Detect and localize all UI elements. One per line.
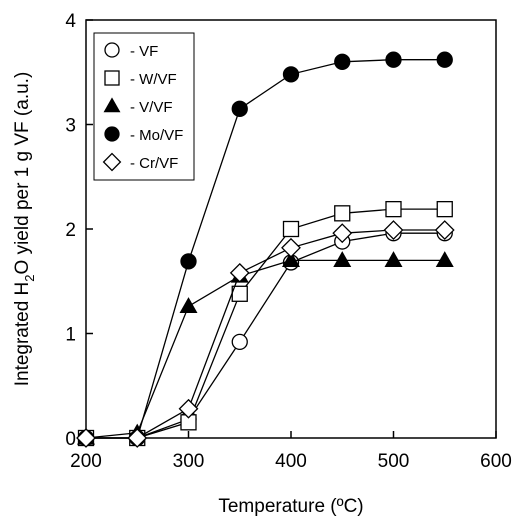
data-point bbox=[229, 262, 250, 283]
data-point bbox=[282, 220, 300, 238]
y-tick-label: 0 bbox=[65, 429, 76, 450]
x-tick-label: 300 bbox=[173, 451, 205, 472]
data-point bbox=[282, 251, 300, 268]
data-point bbox=[231, 100, 248, 117]
legend-label: - Cr/VF bbox=[130, 155, 178, 172]
y-tick-label: 4 bbox=[65, 11, 76, 32]
data-point bbox=[383, 220, 404, 240]
legend-marker bbox=[104, 126, 120, 142]
y-axis-title-main: Integrated H bbox=[12, 282, 33, 387]
series-line bbox=[86, 59, 445, 439]
data-point bbox=[384, 251, 403, 268]
data-point bbox=[435, 251, 454, 268]
data-point bbox=[436, 200, 453, 218]
data-point bbox=[332, 223, 353, 244]
y-tick-label: 2 bbox=[65, 220, 76, 241]
y-tick-label: 3 bbox=[65, 116, 76, 137]
data-point bbox=[76, 428, 96, 448]
legend-label: - VF bbox=[130, 43, 158, 60]
data-point bbox=[281, 237, 301, 258]
data-point bbox=[178, 398, 199, 419]
data-point bbox=[434, 220, 455, 240]
legend-marker bbox=[102, 152, 122, 172]
x-tick-label: 500 bbox=[378, 451, 410, 472]
data-point bbox=[231, 333, 248, 351]
data-point bbox=[179, 297, 198, 313]
legend-label: - V/VF bbox=[130, 99, 173, 116]
data-point bbox=[333, 251, 352, 268]
legend: - VF - W/VF - V/VF - Mo/VF - Cr/VF bbox=[93, 32, 195, 181]
series-layer bbox=[76, 51, 455, 448]
data-point bbox=[436, 51, 453, 68]
series-cr-vf bbox=[76, 220, 455, 448]
x-tick-label: 400 bbox=[275, 451, 307, 472]
legend-label: - W/VF bbox=[130, 71, 177, 88]
data-point bbox=[180, 253, 197, 270]
data-point bbox=[385, 200, 402, 218]
y-axis-ticks: 0 1 2 3 4 bbox=[65, 11, 93, 450]
data-point bbox=[385, 51, 402, 68]
y-axis-title: Integrated H2O yield per 1 g VF (a.u.) bbox=[12, 72, 37, 387]
x-tick-label: 200 bbox=[70, 451, 102, 472]
y-axis-title-rest: O yield per 1 g VF (a.u.) bbox=[12, 72, 33, 275]
legend-label: - Mo/VF bbox=[130, 127, 183, 144]
legend-marker bbox=[104, 42, 120, 58]
data-point bbox=[127, 428, 148, 448]
series-v-vf bbox=[77, 251, 454, 445]
series-line bbox=[86, 208, 445, 439]
y-axis-title-subscript: 2 bbox=[22, 274, 37, 281]
x-axis-title: Temperature (ºC) bbox=[218, 496, 363, 517]
data-point bbox=[282, 66, 300, 83]
series-line bbox=[85, 259, 445, 439]
x-axis-ticks: 200 300 400 500 600 bbox=[70, 431, 512, 472]
legend-marker bbox=[103, 97, 121, 113]
data-point bbox=[334, 205, 351, 222]
x-tick-label: 600 bbox=[480, 451, 512, 472]
legend-marker bbox=[104, 70, 120, 86]
data-point bbox=[334, 53, 351, 70]
y-tick-label: 1 bbox=[65, 325, 76, 346]
